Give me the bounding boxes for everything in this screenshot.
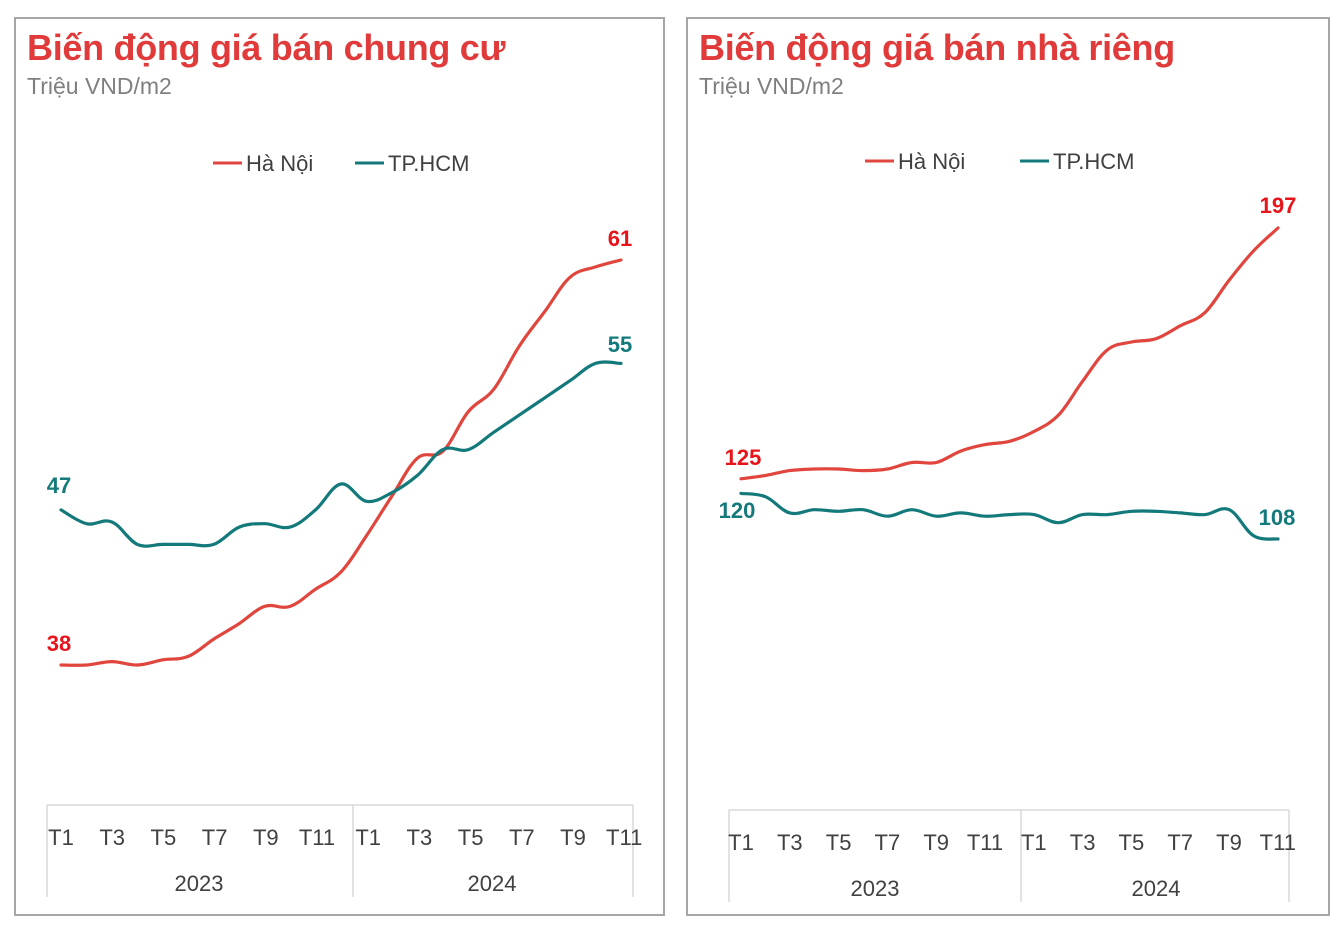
chart-title: Biến động giá bán nhà riêng <box>699 27 1175 68</box>
x-tick-label: T11 <box>1260 830 1296 855</box>
data-label: 197 <box>1260 193 1297 218</box>
legend-label-hanoi: Hà Nội <box>898 149 965 174</box>
chart-subtitle: Triệu VND/m2 <box>27 73 172 99</box>
x-tick-label: T3 <box>777 830 803 855</box>
chart-title: Biến động giá bán chung cư <box>27 27 506 68</box>
x-tick-label: T9 <box>923 830 949 855</box>
x-tick-label: T5 <box>826 830 852 855</box>
x-tick-label: T5 <box>458 825 484 850</box>
legend-label-hcm: TP.HCM <box>388 151 470 176</box>
x-tick-label: T1 <box>1021 830 1047 855</box>
legend-label-hanoi: Hà Nội <box>246 151 313 176</box>
line-chart-apartment: Hà Nội TP.HCM T1 T3 T5 T7 T9 T11 T1 T3 T5 T7 T9 T11 20… <box>46 151 642 897</box>
data-label: 125 <box>725 445 762 470</box>
data-label: 55 <box>608 332 632 357</box>
x-tick-label: T11 <box>606 825 642 850</box>
x-axis: T1 T3 T5 T7 T9 T11 T1 T3 T5 T7 T9 T11 2023 2024 <box>728 809 1296 902</box>
data-label: 120 <box>719 498 756 523</box>
x-tick-label: T3 <box>407 825 433 850</box>
x-tick-label: T11 <box>299 825 335 850</box>
x-tick-label: T3 <box>1070 830 1096 855</box>
x-tick-label: T1 <box>355 825 381 850</box>
series-line-hcm <box>739 491 1280 541</box>
x-tick-label: T9 <box>1216 830 1242 855</box>
legend: Hà Nội TP.HCM <box>865 149 1135 174</box>
legend-label-hcm: TP.HCM <box>1053 149 1135 174</box>
x-axis: T1 T3 T5 T7 T9 T11 T1 T3 T5 T7 T9 T11 2023 2024 <box>46 804 642 897</box>
x-tick-label: T9 <box>253 825 279 850</box>
x-tick-label: T5 <box>151 825 177 850</box>
line-chart-house: Hà Nội TP.HCM T1 T3 T5 T7 T9 T11 T1 T3 T5 T7 T9 T11 20… <box>719 149 1297 902</box>
series-line-hcm <box>59 360 623 548</box>
x-year-label: 2024 <box>1132 876 1181 901</box>
chart-panel-house: Biến động giá bán nhà riêng Triệu VND/m2… <box>686 17 1330 916</box>
legend: Hà Nội TP.HCM <box>213 151 470 176</box>
x-tick-label: T9 <box>560 825 586 850</box>
x-tick-label: T7 <box>509 825 535 850</box>
x-tick-label: T7 <box>202 825 228 850</box>
x-tick-label: T7 <box>875 830 901 855</box>
chart-subtitle: Triệu VND/m2 <box>699 73 844 99</box>
x-tick-label: T11 <box>967 830 1003 855</box>
series-line-hanoi <box>739 226 1280 481</box>
data-label: 61 <box>608 226 632 251</box>
x-year-label: 2024 <box>468 871 517 896</box>
x-year-label: 2023 <box>851 876 900 901</box>
x-year-label: 2023 <box>175 871 224 896</box>
x-tick-label: T5 <box>1119 830 1145 855</box>
data-label: 108 <box>1259 505 1296 530</box>
data-label: 47 <box>47 473 71 498</box>
x-tick-label: T1 <box>728 830 754 855</box>
x-tick-label: T3 <box>99 825 125 850</box>
x-tick-label: T1 <box>48 825 74 850</box>
x-tick-label: T7 <box>1167 830 1193 855</box>
data-label: 38 <box>47 631 71 656</box>
series-line-hanoi <box>59 258 623 667</box>
chart-panel-apartment: Biến động giá bán chung cư Triệu VND/m2 … <box>14 17 665 916</box>
